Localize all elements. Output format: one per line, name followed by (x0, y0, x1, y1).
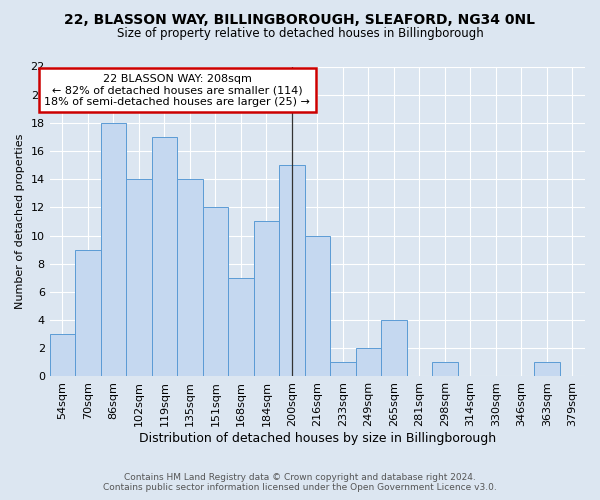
Bar (75, 250, 101, 376)
Bar (279, 165, 305, 376)
Bar (228, 278, 254, 376)
Bar (330, 362, 356, 376)
Bar (203, 208, 228, 376)
Bar (152, 137, 177, 376)
Text: Contains HM Land Registry data © Crown copyright and database right 2024.
Contai: Contains HM Land Registry data © Crown c… (103, 473, 497, 492)
X-axis label: Distribution of detached houses by size in Billingborough: Distribution of detached houses by size … (139, 432, 496, 445)
Bar (381, 320, 407, 376)
Text: 22 BLASSON WAY: 208sqm
← 82% of detached houses are smaller (114)
18% of semi-de: 22 BLASSON WAY: 208sqm ← 82% of detached… (44, 74, 310, 106)
Bar (432, 362, 458, 376)
Bar (101, 123, 126, 376)
Bar (356, 348, 381, 376)
Y-axis label: Number of detached properties: Number of detached properties (15, 134, 25, 309)
Bar (534, 362, 560, 376)
Text: Size of property relative to detached houses in Billingborough: Size of property relative to detached ho… (116, 28, 484, 40)
Bar (305, 236, 330, 376)
Bar (126, 179, 152, 376)
Bar (177, 179, 203, 376)
Text: 22, BLASSON WAY, BILLINGBOROUGH, SLEAFORD, NG34 0NL: 22, BLASSON WAY, BILLINGBOROUGH, SLEAFOR… (65, 12, 536, 26)
Bar (254, 222, 279, 376)
Bar (50, 334, 75, 376)
